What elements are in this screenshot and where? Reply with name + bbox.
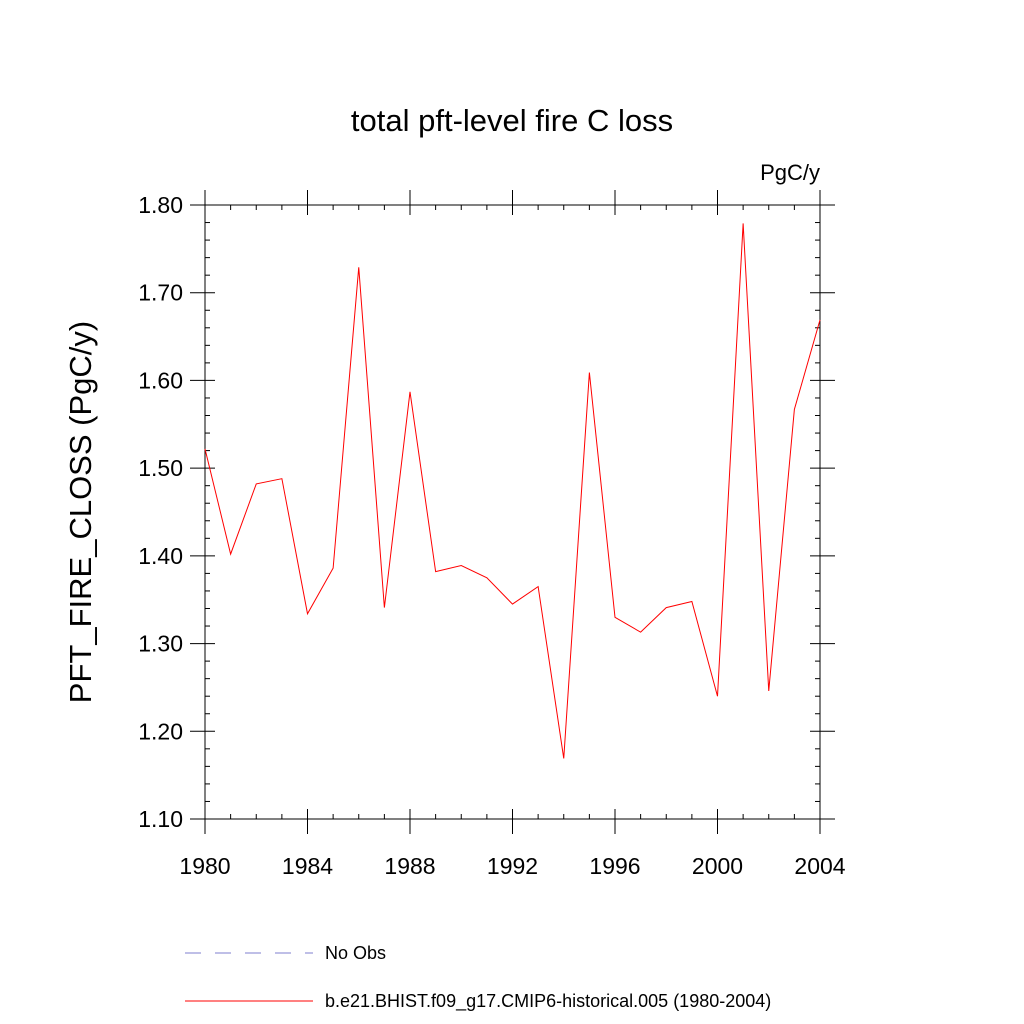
x-tick-label: 1996 xyxy=(589,853,640,879)
x-tick-label: 2004 xyxy=(794,853,845,879)
x-tick-label: 1988 xyxy=(384,853,435,879)
y-tick-label: 1.40 xyxy=(138,543,183,569)
legend: No Obs b.e21.BHIST.f09_g17.CMIP6-historic… xyxy=(185,943,771,1012)
y-tick-label: 1.10 xyxy=(138,806,183,832)
y-tick-label: 1.70 xyxy=(138,280,183,306)
y-tick-label: 1.60 xyxy=(138,367,183,393)
x-tick-label: 1992 xyxy=(487,853,538,879)
x-tick-label: 1984 xyxy=(282,853,333,879)
x-tick-label: 2000 xyxy=(692,853,743,879)
y-axis-label: PFT_FIRE_CLOSS (PgC/y) xyxy=(63,321,98,703)
y-tick-label: 1.30 xyxy=(138,631,183,657)
units-label: PgC/y xyxy=(760,160,820,185)
x-minor-ticks xyxy=(230,205,795,819)
y-tick-label: 1.80 xyxy=(138,192,183,218)
chart-title: total pft-level fire C loss xyxy=(351,103,673,138)
legend-label: b.e21.BHIST.f09_g17.CMIP6-historical.005… xyxy=(325,991,771,1012)
series-line xyxy=(204,223,821,759)
series-group xyxy=(204,223,821,759)
x-tick-label: 1980 xyxy=(179,853,230,879)
y-tick-label: 1.50 xyxy=(138,455,183,481)
y-axis-ticks: 1.10 1.20 1.30 1.40 1.50 1.60 1.70 1.80 xyxy=(138,192,835,832)
y-tick-label: 1.20 xyxy=(138,718,183,744)
legend-label: No Obs xyxy=(325,943,386,963)
x-axis-ticks: 1980 1984 1988 1992 1996 2000 2004 xyxy=(179,190,846,879)
